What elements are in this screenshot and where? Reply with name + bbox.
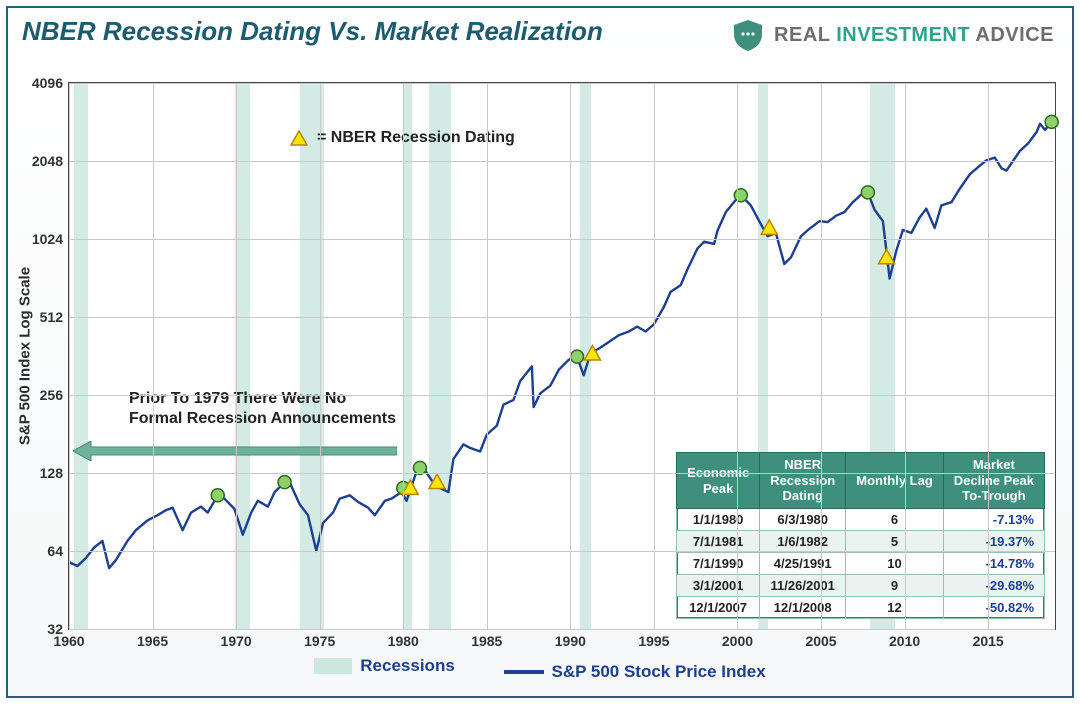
table-header: EconomicPeak	[677, 453, 760, 509]
x-tick-label: 2005	[805, 629, 836, 649]
table-header: Monthly Lag	[846, 453, 944, 509]
recession-table: EconomicPeakNBERRecessionDatingMonthly L…	[676, 452, 1045, 619]
table-header: MarketDecline PeakTo-Trough	[943, 453, 1044, 509]
bottom-legend: Recessions S&P 500 Stock Price Index	[8, 656, 1072, 682]
nber-marker	[879, 249, 895, 263]
x-tick-label: 1980	[388, 629, 419, 649]
y-tick-label: 2048	[19, 153, 69, 169]
x-tick-label: 2010	[889, 629, 920, 649]
shield-icon	[732, 18, 764, 52]
peak-marker	[571, 350, 584, 363]
legend-recessions: Recessions	[314, 656, 455, 676]
chart-frame: NBER Recession Dating Vs. Market Realiza…	[6, 6, 1074, 698]
peak-marker	[861, 186, 874, 199]
table-row: 7/1/19904/25/199110-14.78%	[677, 553, 1045, 575]
y-tick-label: 256	[19, 387, 69, 403]
table-row: 3/1/200111/26/20019-29.68%	[677, 575, 1045, 597]
x-tick-label: 1995	[638, 629, 669, 649]
line-swatch-icon	[504, 670, 544, 674]
x-tick-label: 2015	[973, 629, 1004, 649]
table-row: 1/1/19806/3/19806-7.13%	[677, 509, 1045, 531]
brand-logo: REAL INVESTMENT ADVICE	[732, 18, 1054, 52]
peak-marker	[211, 489, 224, 502]
x-tick-label: 1985	[471, 629, 502, 649]
peak-marker	[1045, 115, 1058, 128]
brand-text: REAL INVESTMENT ADVICE	[774, 24, 1054, 47]
plot-area: S&P 500 Index Log Scale = NBER Recession…	[68, 82, 1056, 630]
y-tick-label: 64	[19, 543, 69, 559]
y-tick-label: 4096	[19, 75, 69, 91]
x-tick-label: 2000	[722, 629, 753, 649]
recession-swatch-icon	[314, 658, 352, 674]
y-tick-label: 128	[19, 465, 69, 481]
y-axis-title: S&P 500 Index Log Scale	[17, 267, 34, 445]
peak-marker	[734, 189, 747, 202]
header: NBER Recession Dating Vs. Market Realiza…	[8, 8, 1072, 60]
table-row: 12/1/200712/1/200812-50.82%	[677, 597, 1045, 619]
y-tick-label: 512	[19, 309, 69, 325]
x-tick-label: 1970	[221, 629, 252, 649]
x-tick-label: 1965	[137, 629, 168, 649]
table-row: 7/1/19811/6/19825-19.37%	[677, 531, 1045, 553]
peak-marker	[278, 476, 291, 489]
x-tick-label: 1990	[555, 629, 586, 649]
chart-title: NBER Recession Dating Vs. Market Realiza…	[22, 16, 603, 47]
y-tick-label: 1024	[19, 231, 69, 247]
x-tick-label: 1960	[53, 629, 84, 649]
table-header: NBERRecessionDating	[760, 453, 846, 509]
legend-sp500: S&P 500 Stock Price Index	[504, 662, 766, 682]
x-tick-label: 1975	[304, 629, 335, 649]
